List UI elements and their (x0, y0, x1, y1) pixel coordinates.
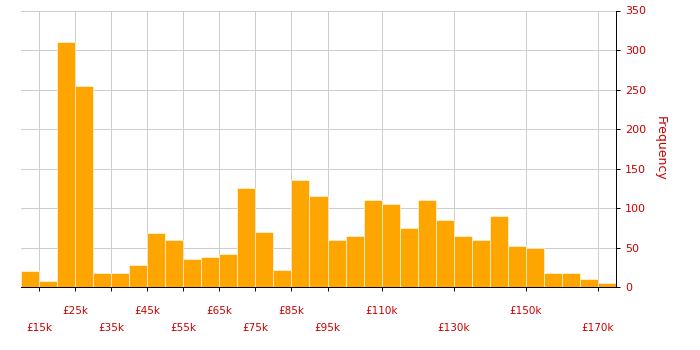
Bar (544, 273, 562, 287)
Text: £85k: £85k (279, 307, 304, 316)
Bar (93, 273, 111, 287)
Bar (598, 283, 616, 287)
Text: £45k: £45k (134, 307, 160, 316)
Bar (490, 216, 507, 287)
Bar (75, 85, 93, 287)
Bar (562, 273, 580, 287)
Bar (130, 265, 147, 287)
Text: £25k: £25k (62, 307, 88, 316)
Bar (472, 240, 490, 287)
Bar (202, 257, 219, 287)
Bar (418, 200, 435, 287)
Text: £35k: £35k (98, 323, 124, 333)
Text: £110k: £110k (365, 307, 398, 316)
Bar (57, 42, 75, 287)
Bar (580, 279, 598, 287)
Text: £75k: £75k (242, 323, 268, 333)
Text: £65k: £65k (206, 307, 232, 316)
Bar (435, 220, 454, 287)
Bar (382, 204, 400, 287)
Bar (165, 240, 183, 287)
Text: £55k: £55k (170, 323, 196, 333)
Bar (237, 188, 256, 287)
Bar (291, 180, 309, 287)
Bar (309, 196, 328, 287)
Text: £150k: £150k (510, 307, 542, 316)
Bar (147, 233, 165, 287)
Y-axis label: Frequency: Frequency (654, 117, 667, 181)
Bar (508, 246, 526, 287)
Bar (111, 273, 130, 287)
Bar (346, 236, 363, 287)
Bar (183, 259, 202, 287)
Bar (454, 236, 472, 287)
Text: £95k: £95k (314, 323, 340, 333)
Bar (328, 240, 346, 287)
Bar (21, 271, 39, 287)
Text: £15k: £15k (26, 323, 52, 333)
Bar (400, 228, 418, 287)
Bar (274, 270, 291, 287)
Bar (39, 281, 57, 287)
Bar (219, 254, 237, 287)
Bar (363, 200, 382, 287)
Text: £130k: £130k (438, 323, 470, 333)
Bar (256, 232, 274, 287)
Bar (526, 247, 544, 287)
Text: £170k: £170k (582, 323, 614, 333)
